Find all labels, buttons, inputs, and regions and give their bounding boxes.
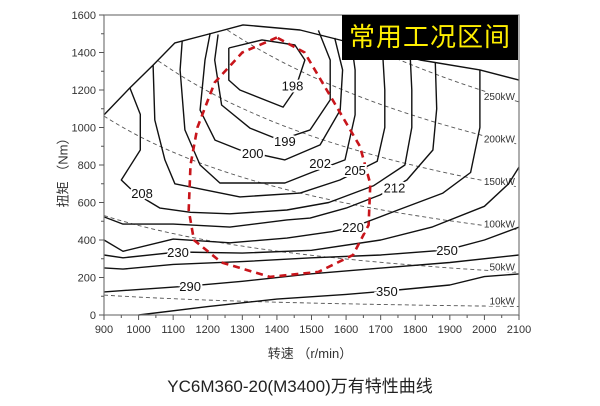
contour-label: 230 [167, 245, 189, 260]
bsfc-contour-202 [179, 40, 356, 184]
y-axis-label: 扭矩 （Nm） [55, 131, 71, 208]
bsfc-contour-350 [138, 273, 520, 316]
x-axis-label: 转速 （r/min） [267, 346, 353, 361]
bsfc-contour-198 [228, 39, 306, 108]
power-line-label: 150kW [484, 177, 516, 188]
bsfc-contour-205 [152, 48, 386, 198]
x-tick-label: 900 [95, 324, 113, 336]
power-line-250kw [104, 24, 519, 103]
power-line-150kw [104, 24, 519, 188]
axes: 900 1000 1100 1200 1300 1400 1500 1600 1700 1800 1… [72, 10, 532, 336]
operating-region-outline [187, 36, 372, 279]
y-tick-label: 0 [90, 310, 96, 322]
contour-label: 220 [342, 220, 364, 235]
power-line-label: 10kW [489, 296, 515, 307]
power-line-100kw [104, 115, 519, 231]
contour-label: 199 [274, 134, 296, 149]
bsfc-contour-199 [214, 30, 331, 141]
power-lines [104, 24, 519, 307]
y-tick-label: 1200 [72, 85, 96, 97]
x-tick-label: 1900 [438, 324, 462, 336]
chart-title: YC6M360-20(M3400)万有特性曲线 [167, 377, 433, 396]
power-labels: 250kW 200kW 150kW 100kW 50kW 10kW [482, 90, 517, 309]
x-tick-label: 2000 [472, 324, 496, 336]
bsfc-contour-220 [103, 69, 481, 252]
x-tick-label: 1800 [403, 324, 427, 336]
bsfc-contour-230 [103, 166, 520, 259]
y-tick-label: 1600 [72, 10, 96, 22]
x-tick-label: 2100 [507, 324, 531, 336]
y-tick-label: 600 [78, 198, 96, 210]
x-tick-label: 1700 [368, 324, 392, 336]
contour-label: 200 [242, 146, 264, 161]
y-tick-label: 1000 [72, 123, 96, 135]
bsfc-contour-290 [103, 254, 520, 293]
bsfc-contour-200 [199, 32, 344, 161]
power-line-label: 100kW [484, 220, 516, 231]
power-line-label: 200kW [484, 134, 516, 145]
contour-label: 198 [282, 78, 304, 93]
contour-label: 290 [179, 279, 201, 294]
y-tick-label: 200 [78, 273, 96, 285]
y-tick-label: 800 [78, 160, 96, 172]
full-load-curve [103, 24, 520, 116]
x-tick-label: 1100 [161, 324, 185, 336]
power-line-10kw [104, 294, 519, 307]
contour-labels: 198 199 200 202 205 208 212 220 230 250 290 350 [129, 76, 460, 301]
contour-label: 205 [344, 163, 366, 178]
contour-label: 250 [436, 243, 458, 258]
bsfc-contour-208 [120, 53, 413, 215]
contour-label: 350 [376, 284, 398, 299]
contour-label: 208 [131, 186, 153, 201]
y-tick-label: 1400 [72, 48, 96, 60]
y-tick-label: 400 [78, 235, 96, 247]
bsfc-contour-212 [103, 62, 438, 228]
x-tick-label: 1000 [126, 324, 150, 336]
bsfc-contours [103, 30, 520, 316]
contour-label: 202 [309, 156, 331, 171]
common-operating-range-badge: 常用工况区间 [342, 15, 518, 60]
power-line-label: 250kW [484, 92, 516, 103]
x-tick-label: 1400 [265, 324, 289, 336]
power-line-label: 50kW [489, 262, 515, 273]
contour-label: 212 [384, 181, 406, 196]
power-line-50kw [104, 215, 519, 273]
x-tick-label: 1300 [230, 324, 254, 336]
bsfc-contour-250 [103, 226, 520, 270]
x-tick-label: 1500 [299, 324, 323, 336]
x-tick-label: 1200 [196, 324, 220, 336]
x-tick-label: 1600 [334, 324, 358, 336]
